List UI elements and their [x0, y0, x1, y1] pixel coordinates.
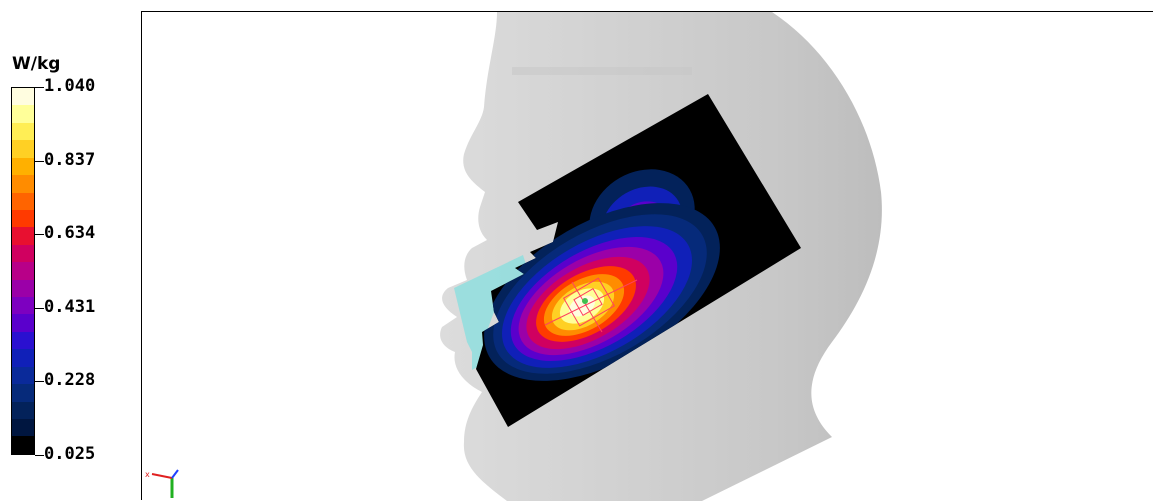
colorbar-tick-label: 0.634 [44, 223, 96, 244]
colorbar-segment [12, 384, 34, 402]
colorbar-segment [12, 366, 34, 385]
colorbar-tick-label: 0.025 [44, 444, 96, 464]
peak-dot [582, 298, 588, 304]
colorbar-segment [12, 88, 34, 106]
colorbar-segment [12, 175, 34, 193]
colorbar-segment [12, 209, 34, 228]
colorbar-segment [12, 331, 34, 350]
colorbar-tick-mark [35, 455, 44, 456]
colorbar-tick-mark [35, 307, 44, 309]
colorbar-tick-mark [35, 87, 44, 88]
head-shading-strip [512, 67, 692, 75]
svg-text:x: x [145, 470, 150, 479]
colorbar-tick-mark [35, 160, 44, 162]
colorbar-segment [12, 157, 34, 176]
colorbar-segment [12, 140, 34, 158]
axis-triad: x [145, 469, 179, 498]
colorbar-tick-mark [35, 234, 44, 236]
sar-3d-view[interactable]: x [141, 11, 1153, 501]
colorbar-segment [12, 105, 34, 123]
colorbar-segment [12, 436, 34, 454]
colorbar-segment [12, 262, 34, 280]
sar-contours [484, 169, 720, 381]
peak-marker [544, 277, 638, 333]
sar-contour-band [569, 295, 595, 317]
colorbar-segment [12, 419, 34, 437]
colorbar-segment [12, 279, 34, 298]
colorbar-segment [12, 349, 34, 367]
colorbar-segment [12, 314, 34, 332]
colorbar-segment [12, 192, 34, 210]
colorbar-tick-label: 0.431 [44, 296, 96, 317]
colorbar-unit-label: W/kg [12, 54, 61, 74]
colorbar-tick-label: 0.228 [44, 370, 96, 391]
colorbar-segment [12, 401, 34, 420]
colorbar-segment [12, 297, 34, 315]
colorbar-segment [12, 227, 34, 245]
colorbar-segment [12, 122, 34, 141]
colorbar-tick-label: 0.837 [44, 149, 96, 170]
colorbar-tick-label: 1.040 [44, 76, 96, 96]
colorbar-tick-mark [35, 381, 44, 383]
colorbar-gradient [11, 87, 35, 455]
head-model-scene: x [145, 12, 882, 501]
colorbar-segment [12, 244, 34, 263]
